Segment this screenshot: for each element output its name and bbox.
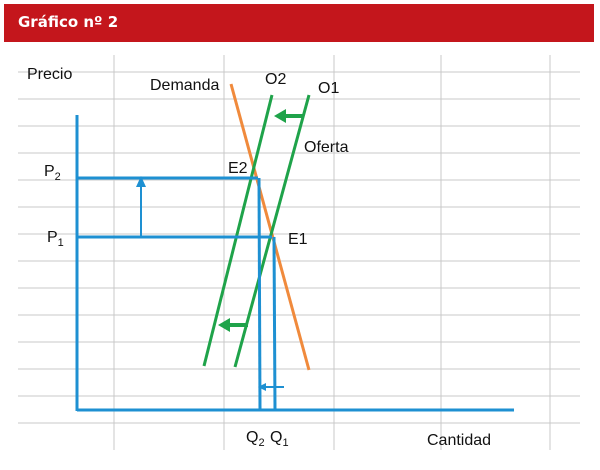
axes — [75, 115, 514, 412]
grid — [18, 55, 580, 450]
q1-line — [272, 236, 277, 411]
shift-arrow-top — [274, 109, 304, 123]
quantity-shift-arrow — [258, 383, 284, 391]
equilibrium-e1-label: E1 — [288, 231, 308, 248]
diagram-area: Precio Cantidad Demanda O2 O1 Oferta E2 … — [0, 46, 600, 465]
p1-label: P1 — [47, 229, 64, 249]
price-rise-arrow — [136, 176, 146, 237]
supply-line-o1 — [233, 94, 311, 368]
supply-demand-diagram: Precio Cantidad Demanda O2 O1 Oferta E2 … — [18, 55, 580, 450]
price-axis-label: Precio — [27, 66, 72, 83]
supply-line-o2 — [202, 94, 274, 367]
shift-arrow-bottom — [218, 318, 248, 332]
reference-lines — [77, 176, 277, 411]
supply-o2-label: O2 — [265, 71, 286, 88]
q1-label: Q1 — [270, 429, 289, 449]
q2-label: Q2 — [246, 429, 265, 449]
supply-o1-label: O1 — [318, 80, 339, 97]
p2-label: P2 — [44, 163, 61, 183]
demand-line — [229, 83, 311, 371]
equilibrium-e2-label: E2 — [228, 160, 248, 177]
chart-header: Gráfico nº 2 — [4, 4, 594, 42]
supply-label: Oferta — [304, 139, 349, 156]
q2-line — [257, 177, 262, 411]
chart-title: Gráfico nº 2 — [18, 13, 119, 31]
demand-label: Demanda — [150, 77, 219, 94]
quantity-axis-label: Cantidad — [427, 432, 491, 449]
